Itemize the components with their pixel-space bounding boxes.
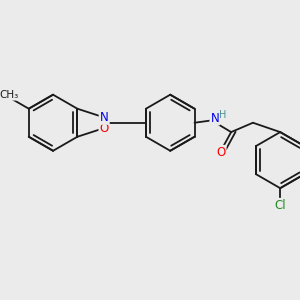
Text: O: O xyxy=(99,122,109,135)
Text: N: N xyxy=(210,112,219,124)
Text: N: N xyxy=(100,111,108,124)
Text: Cl: Cl xyxy=(274,199,286,212)
Text: H: H xyxy=(219,110,227,120)
Text: O: O xyxy=(216,146,226,159)
Text: CH₃: CH₃ xyxy=(0,90,19,100)
